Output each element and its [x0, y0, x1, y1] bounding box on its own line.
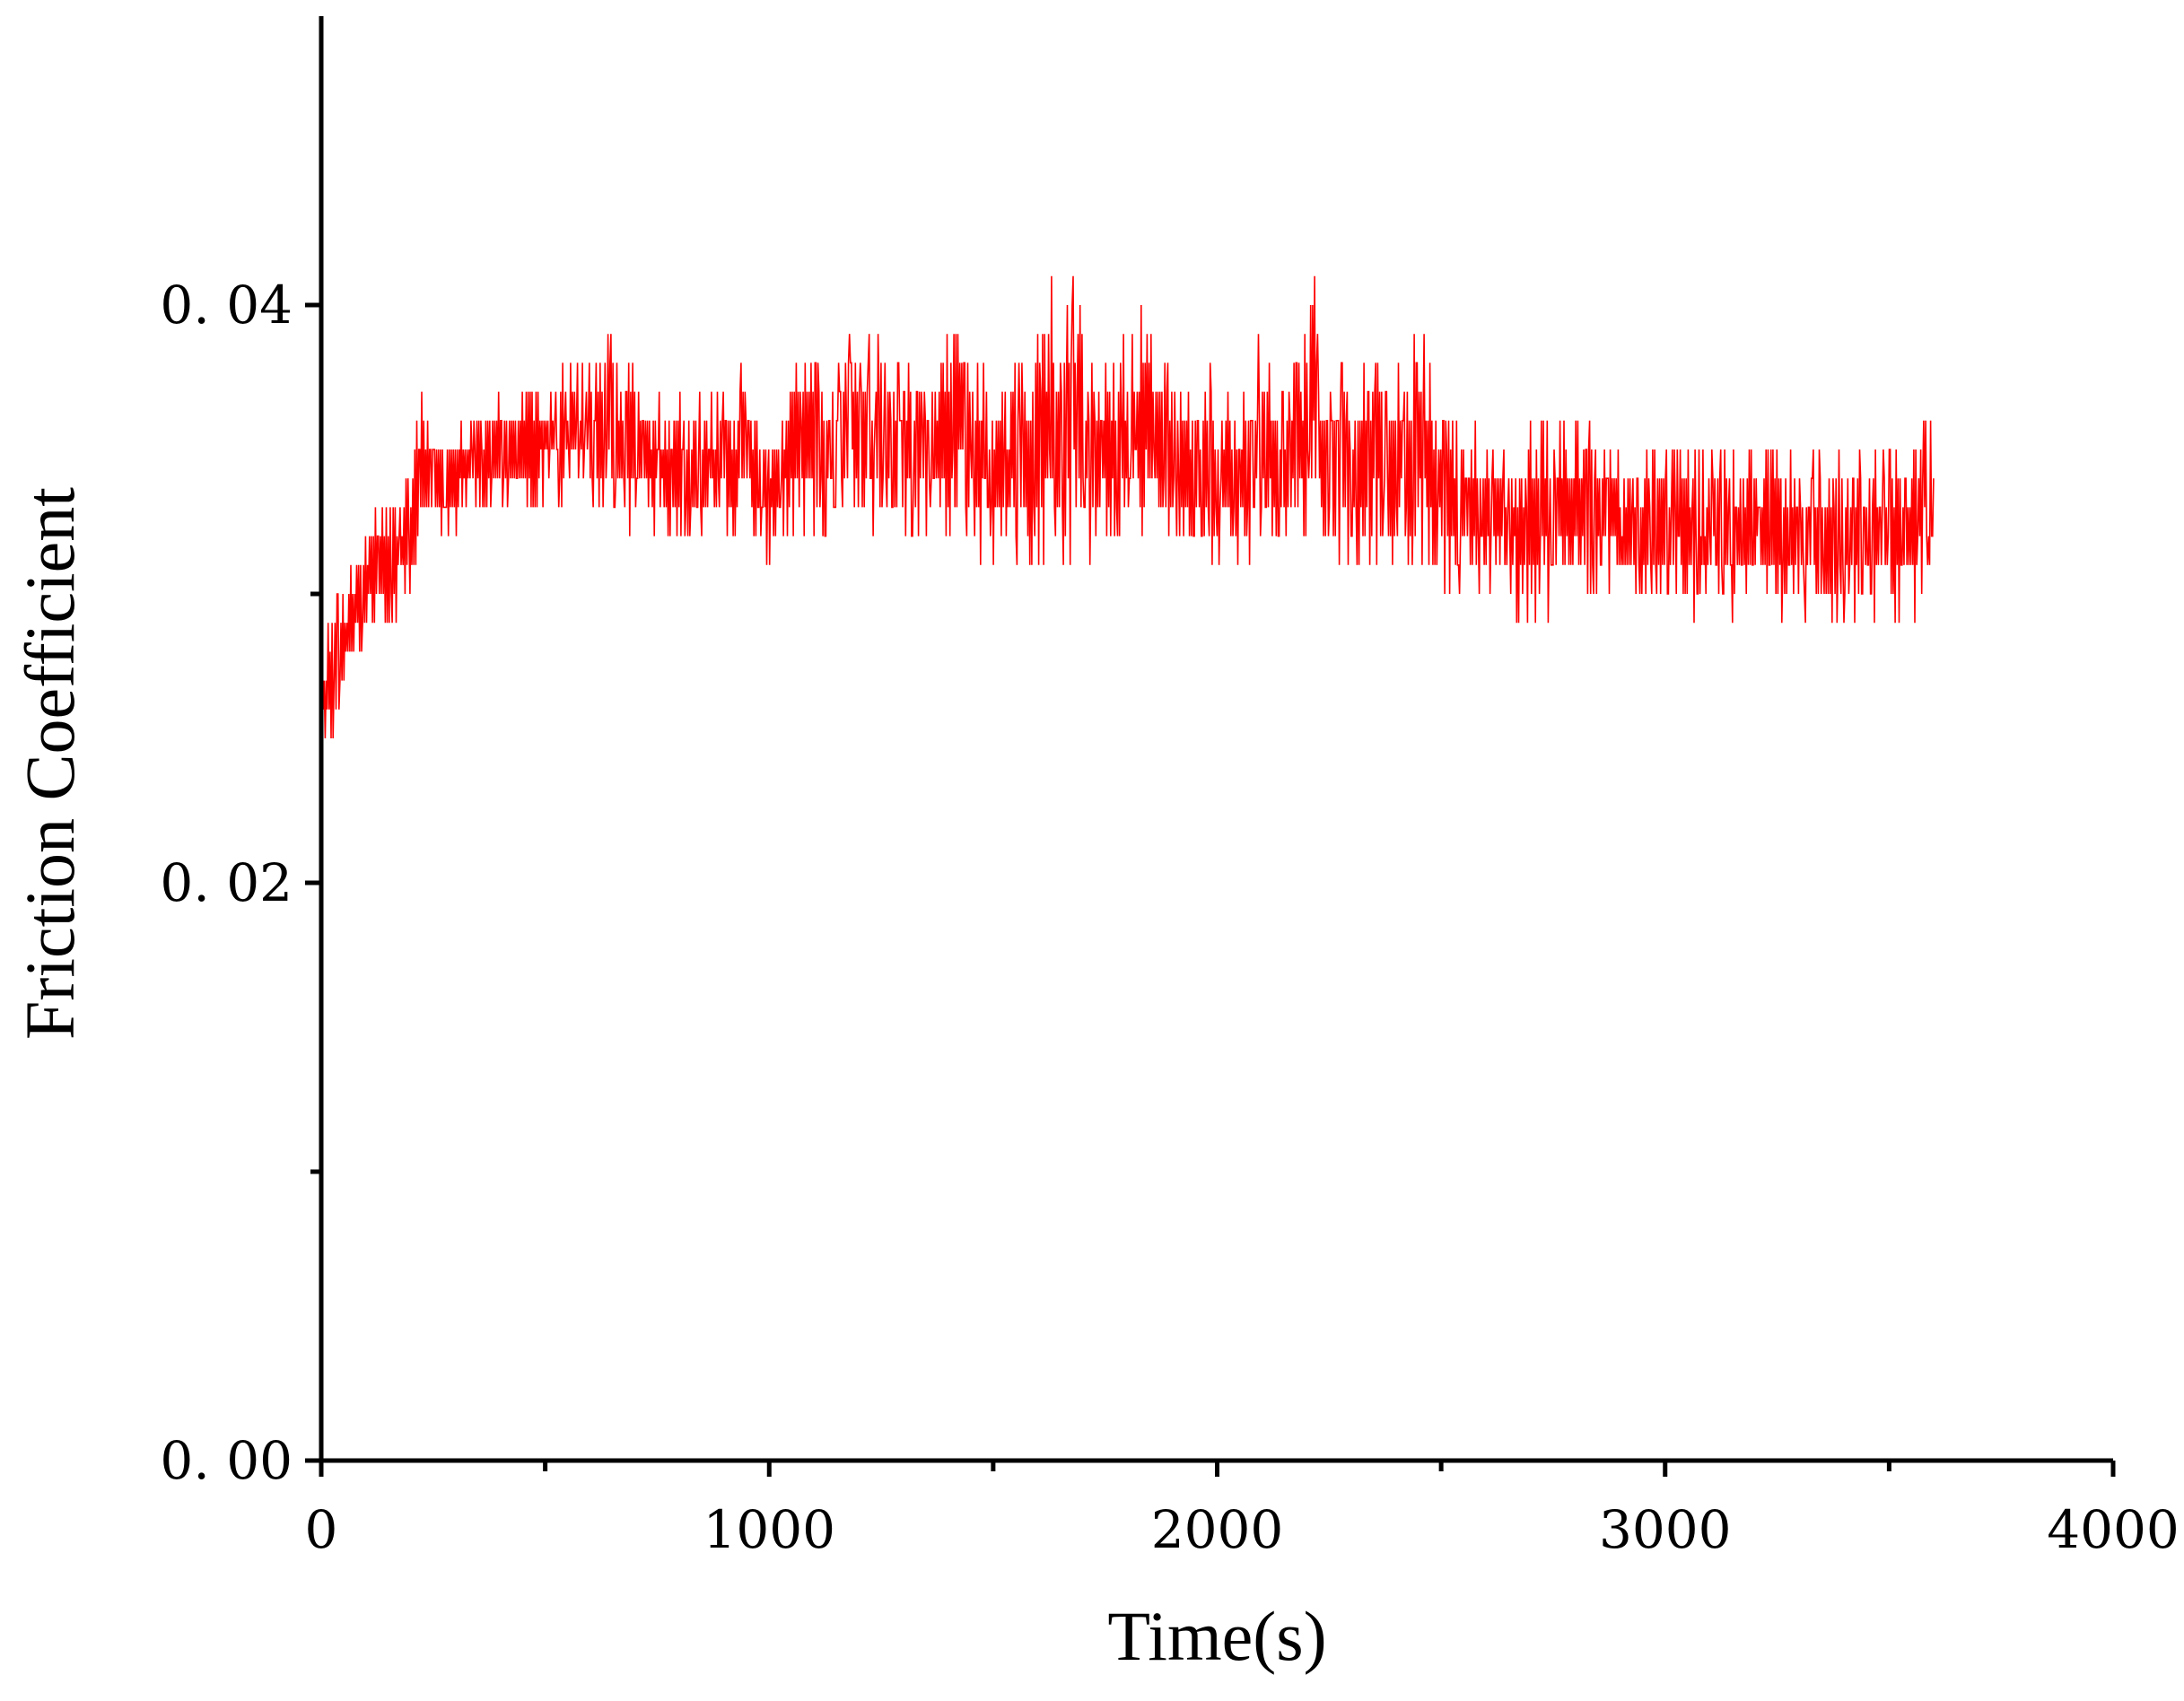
x-tick-label: 1000 — [703, 1499, 835, 1560]
y-ticks: 0. 00 0. 02 0. 04 — [160, 275, 321, 1491]
y-tick-label: 0. 00 — [160, 1430, 293, 1491]
x-tick-label: 2000 — [1151, 1499, 1284, 1560]
y-axis-title: Friction Coefficient — [11, 487, 89, 1040]
y-tick-label: 0. 02 — [160, 852, 293, 913]
series-line — [320, 275, 1935, 739]
y-tick-label: 0. 04 — [160, 275, 293, 336]
x-tick-label: 3000 — [1599, 1499, 1732, 1560]
x-axis-title: Time(s) — [1107, 1597, 1326, 1675]
x-ticks: 0 1000 2000 3000 4000 — [305, 1461, 2180, 1560]
plot-area — [320, 275, 1935, 739]
x-tick-label: 4000 — [2047, 1499, 2180, 1560]
x-tick-label: 0 — [305, 1499, 338, 1560]
axes: 0 1000 2000 3000 4000 0. 00 0. 02 0. 04 — [160, 16, 2180, 1560]
series-layer — [320, 275, 1935, 739]
